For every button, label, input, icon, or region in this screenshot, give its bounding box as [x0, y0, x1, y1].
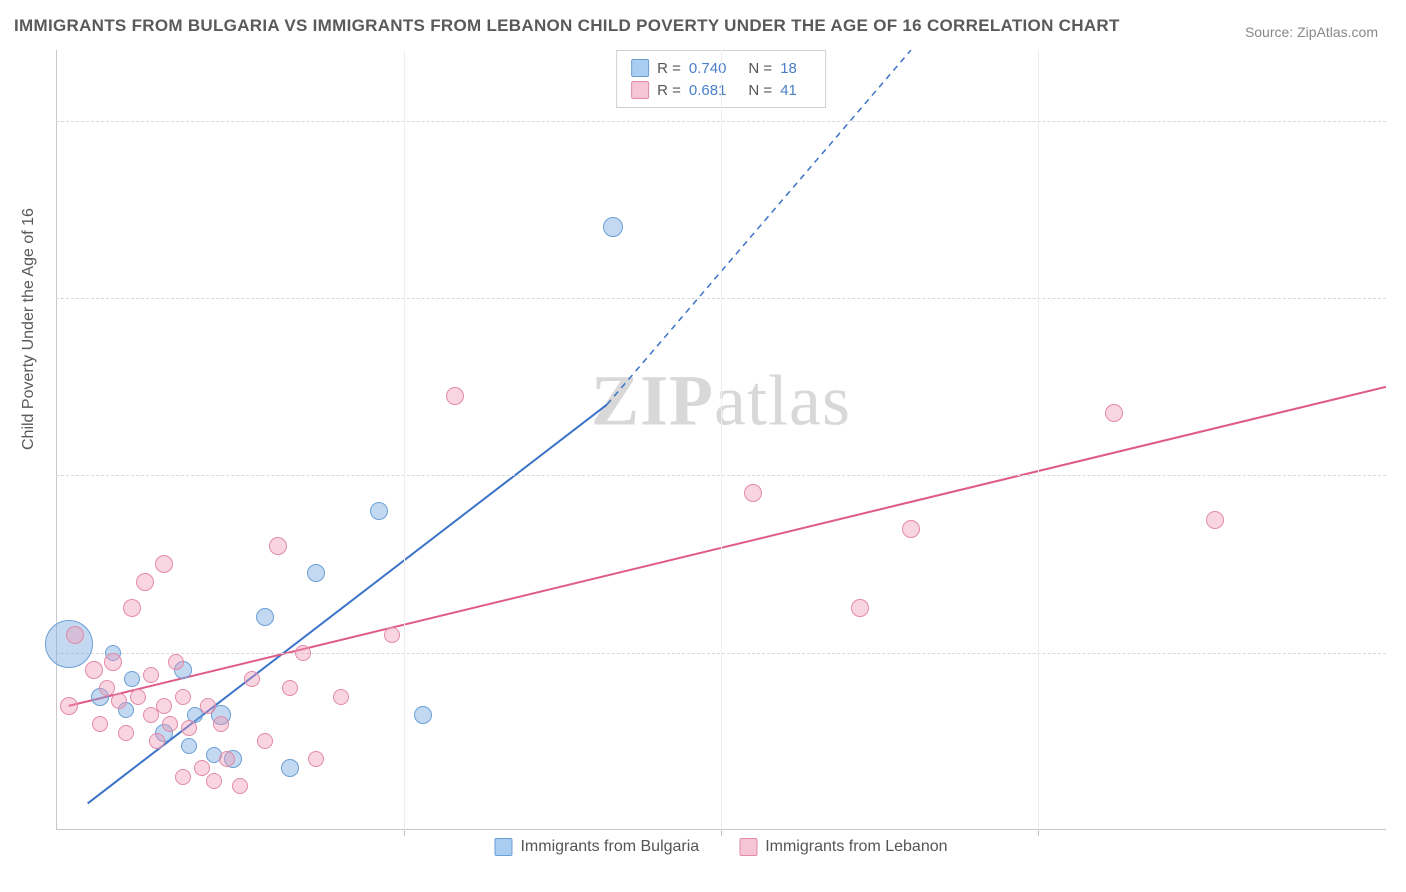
- data-point-lebanon: [333, 689, 349, 705]
- data-point-lebanon: [1206, 511, 1224, 529]
- data-point-lebanon: [308, 751, 324, 767]
- data-point-lebanon: [744, 484, 762, 502]
- data-point-bulgaria: [307, 564, 325, 582]
- data-point-lebanon: [66, 626, 84, 644]
- legend-swatch: [739, 838, 757, 856]
- data-point-bulgaria: [414, 706, 432, 724]
- data-point-lebanon: [384, 627, 400, 643]
- data-point-lebanon: [244, 671, 260, 687]
- data-point-bulgaria: [124, 671, 140, 687]
- data-point-lebanon: [213, 716, 229, 732]
- series-legend: Immigrants from Bulgaria Immigrants from …: [494, 838, 947, 856]
- data-point-lebanon: [219, 751, 235, 767]
- trend-line-lebanon: [69, 387, 1386, 706]
- data-point-lebanon: [162, 716, 178, 732]
- data-point-lebanon: [851, 599, 869, 617]
- data-point-lebanon: [85, 661, 103, 679]
- x-tick-mark: [721, 830, 722, 836]
- y-axis-label: Child Poverty Under the Age of 16: [20, 208, 38, 450]
- trend-line-dashed-bulgaria: [607, 50, 911, 405]
- data-point-lebanon: [295, 645, 311, 661]
- data-point-lebanon: [269, 537, 287, 555]
- data-point-bulgaria: [181, 738, 197, 754]
- data-point-lebanon: [200, 698, 216, 714]
- legend-label: Immigrants from Bulgaria: [520, 838, 699, 855]
- trend-line-bulgaria: [88, 405, 607, 804]
- data-point-lebanon: [149, 733, 165, 749]
- data-point-lebanon: [168, 654, 184, 670]
- data-point-lebanon: [446, 387, 464, 405]
- legend-item: Immigrants from Lebanon: [739, 838, 947, 856]
- chart-title: IMMIGRANTS FROM BULGARIA VS IMMIGRANTS F…: [14, 16, 1120, 36]
- data-point-lebanon: [118, 725, 134, 741]
- gridline-v: [1038, 50, 1039, 830]
- legend-swatch: [494, 838, 512, 856]
- data-point-bulgaria: [256, 608, 274, 626]
- data-point-lebanon: [143, 667, 159, 683]
- data-point-lebanon: [155, 555, 173, 573]
- data-point-lebanon: [206, 773, 222, 789]
- data-point-lebanon: [104, 653, 122, 671]
- scatter-plot-area: ZIPatlas R =0.740N =18R =0.681N =41 Immi…: [56, 50, 1386, 830]
- x-tick-mark: [1038, 830, 1039, 836]
- legend-label: Immigrants from Lebanon: [765, 838, 947, 855]
- data-point-lebanon: [60, 697, 78, 715]
- data-point-lebanon: [257, 733, 273, 749]
- data-point-lebanon: [111, 693, 127, 709]
- legend-item: Immigrants from Bulgaria: [494, 838, 699, 856]
- data-point-lebanon: [99, 680, 115, 696]
- data-point-lebanon: [1105, 404, 1123, 422]
- data-point-lebanon: [175, 689, 191, 705]
- data-point-lebanon: [232, 778, 248, 794]
- x-tick-mark: [404, 830, 405, 836]
- source-attribution: Source: ZipAtlas.com: [1245, 24, 1378, 40]
- data-point-bulgaria: [281, 759, 299, 777]
- gridline-v: [404, 50, 405, 830]
- data-point-lebanon: [92, 716, 108, 732]
- data-point-bulgaria: [603, 217, 623, 237]
- data-point-lebanon: [123, 599, 141, 617]
- gridline-v: [721, 50, 722, 830]
- data-point-lebanon: [194, 760, 210, 776]
- data-point-lebanon: [156, 698, 172, 714]
- data-point-bulgaria: [370, 502, 388, 520]
- data-point-lebanon: [282, 680, 298, 696]
- data-point-lebanon: [130, 689, 146, 705]
- data-point-lebanon: [136, 573, 154, 591]
- data-point-lebanon: [175, 769, 191, 785]
- data-point-lebanon: [902, 520, 920, 538]
- data-point-lebanon: [181, 720, 197, 736]
